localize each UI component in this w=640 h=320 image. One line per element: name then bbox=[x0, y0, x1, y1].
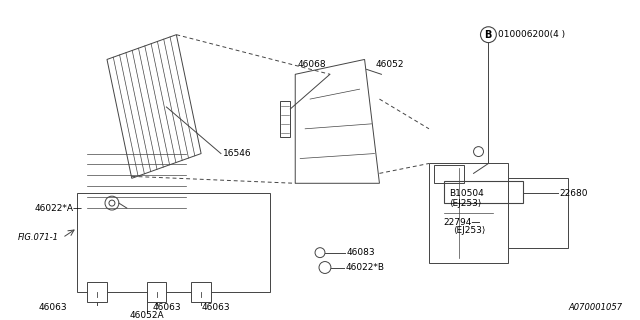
Polygon shape bbox=[77, 193, 271, 292]
Text: 46052: 46052 bbox=[375, 60, 404, 69]
Polygon shape bbox=[191, 282, 211, 302]
Bar bbox=[444, 181, 523, 203]
Text: 16546: 16546 bbox=[223, 149, 252, 158]
Text: 46052A: 46052A bbox=[129, 310, 164, 320]
Polygon shape bbox=[107, 35, 201, 178]
Circle shape bbox=[474, 147, 483, 156]
Polygon shape bbox=[280, 101, 291, 137]
Text: 010006200(4 ): 010006200(4 ) bbox=[499, 30, 566, 39]
Text: B10504: B10504 bbox=[449, 189, 484, 198]
Text: 22680: 22680 bbox=[560, 189, 588, 198]
Text: B: B bbox=[484, 30, 491, 40]
Text: 46083: 46083 bbox=[347, 248, 376, 257]
Circle shape bbox=[319, 261, 331, 274]
Circle shape bbox=[315, 248, 325, 258]
Bar bbox=[434, 165, 463, 183]
Text: 46022*B: 46022*B bbox=[346, 263, 385, 272]
Circle shape bbox=[105, 196, 119, 210]
Text: ⟨EJ253⟩: ⟨EJ253⟩ bbox=[452, 226, 485, 235]
Text: 46063: 46063 bbox=[152, 303, 180, 312]
Text: A070001057: A070001057 bbox=[568, 303, 622, 312]
Polygon shape bbox=[295, 60, 380, 183]
Text: 46063: 46063 bbox=[202, 303, 230, 312]
Text: 22794—: 22794— bbox=[444, 219, 481, 228]
Text: 46022*A—: 46022*A— bbox=[35, 204, 83, 212]
Text: FIG.071-1: FIG.071-1 bbox=[18, 233, 59, 242]
Polygon shape bbox=[147, 282, 166, 302]
Polygon shape bbox=[87, 282, 107, 302]
Bar bbox=[429, 164, 508, 262]
Text: ⟨EJ253⟩: ⟨EJ253⟩ bbox=[449, 199, 481, 208]
Text: 46068: 46068 bbox=[298, 60, 326, 69]
Bar bbox=[508, 178, 568, 248]
Text: 46063: 46063 bbox=[38, 303, 67, 312]
